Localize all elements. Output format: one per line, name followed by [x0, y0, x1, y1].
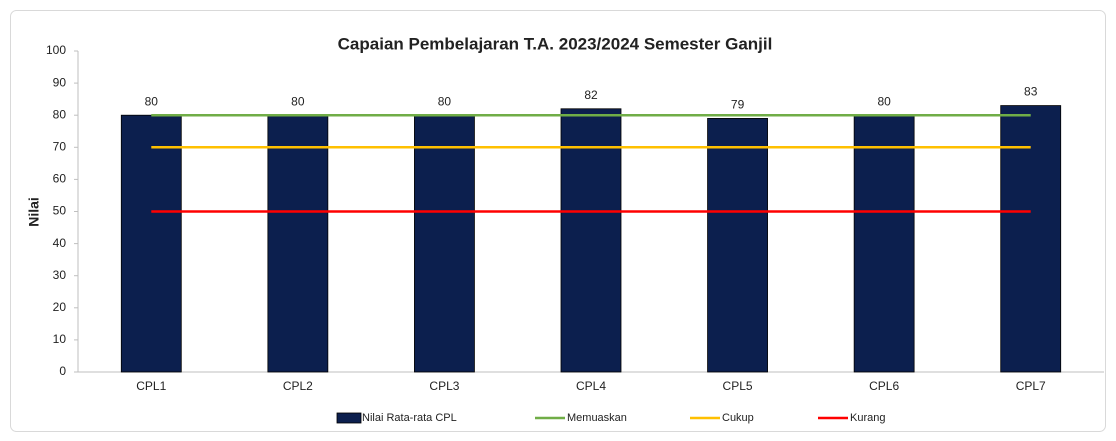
x-tick-label: CPL2	[283, 379, 313, 393]
x-tick-label: CPL3	[429, 379, 459, 393]
x-tick-label: CPL1	[136, 379, 166, 393]
bar	[120, 114, 182, 373]
data-label: 82	[584, 88, 598, 102]
y-tick-label: 0	[59, 364, 66, 378]
legend-label: Memuaskan	[567, 412, 627, 424]
y-axis-title: Nilai	[26, 197, 42, 227]
data-label: 80	[291, 94, 305, 108]
data-label: 79	[731, 98, 745, 112]
x-tick-label: CPL5	[723, 379, 753, 393]
legend-swatch	[336, 412, 362, 424]
y-tick-label: 60	[53, 172, 67, 186]
y-tick-label: 10	[53, 332, 67, 346]
bar	[853, 114, 915, 373]
x-tick-label: CPL4	[576, 379, 606, 393]
chart-title: Capaian Pembelajaran T.A. 2023/2024 Seme…	[338, 34, 773, 53]
bar	[707, 118, 768, 373]
data-label: 80	[145, 94, 159, 108]
y-tick-label: 30	[53, 268, 67, 282]
bar	[414, 114, 475, 373]
data-label: 80	[877, 94, 891, 108]
y-tick-label: 80	[53, 107, 67, 121]
bar	[267, 114, 329, 373]
y-tick-label: 100	[46, 43, 66, 57]
x-tick-label: CPL7	[1016, 379, 1046, 393]
y-tick-label: 90	[53, 75, 67, 89]
legend-label: Nilai Rata-rata CPL	[362, 412, 457, 424]
bar	[560, 108, 622, 373]
y-tick-label: 70	[53, 139, 67, 153]
legend-label: Kurang	[850, 412, 885, 424]
data-label: 80	[438, 94, 452, 108]
data-label: 83	[1024, 85, 1038, 99]
y-tick-label: 20	[53, 300, 67, 314]
x-tick-label: CPL6	[869, 379, 899, 393]
legend-label: Cukup	[722, 412, 754, 424]
y-tick-label: 50	[53, 204, 67, 218]
y-tick-label: 40	[53, 236, 67, 250]
bar	[1000, 105, 1062, 373]
